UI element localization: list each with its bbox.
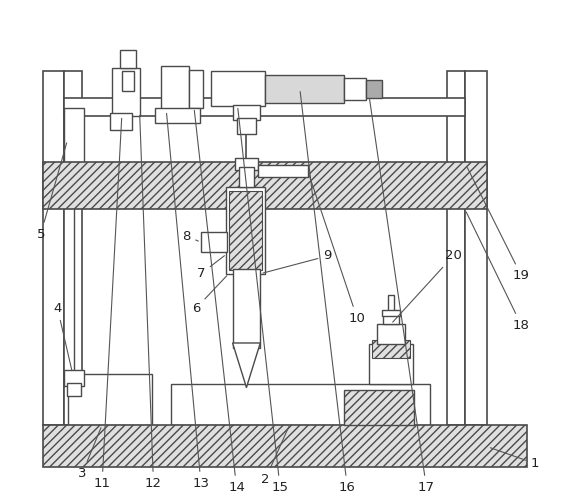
Bar (65, 98, 465, 115)
Text: 5: 5 (37, 143, 67, 241)
Bar (189, 70, 203, 108)
Bar (344, 391, 413, 425)
Bar (232, 105, 260, 120)
Text: 8: 8 (182, 230, 198, 243)
Bar (211, 71, 265, 106)
Text: 15: 15 (238, 108, 288, 494)
Bar (465, 71, 486, 425)
Bar (171, 384, 431, 425)
Bar (372, 340, 409, 358)
Bar (377, 324, 405, 344)
Bar (228, 191, 262, 270)
Bar (69, 373, 152, 425)
Text: 19: 19 (467, 167, 530, 282)
Text: 14: 14 (194, 110, 245, 494)
Text: 11: 11 (94, 118, 122, 490)
Bar (235, 158, 258, 170)
Text: 18: 18 (466, 212, 530, 332)
Bar (65, 71, 82, 425)
Bar (110, 112, 132, 131)
Bar (232, 269, 260, 348)
Bar (162, 66, 189, 110)
Bar (155, 108, 200, 123)
Text: 9: 9 (263, 249, 332, 273)
Bar (226, 186, 265, 274)
Text: 2: 2 (261, 426, 289, 486)
Bar (43, 71, 65, 425)
Text: 12: 12 (140, 115, 162, 490)
Bar (201, 232, 227, 252)
Bar (265, 75, 344, 103)
Text: 6: 6 (192, 276, 227, 315)
Bar (369, 344, 413, 384)
Text: 20: 20 (393, 249, 461, 322)
Bar (239, 167, 254, 186)
Text: 10: 10 (309, 173, 365, 325)
Bar (43, 162, 486, 210)
Text: 16: 16 (300, 92, 356, 494)
Bar (236, 118, 256, 134)
Bar (43, 425, 527, 467)
Bar (258, 165, 308, 177)
Bar (122, 71, 134, 91)
Bar (366, 80, 382, 98)
Bar (383, 314, 399, 324)
Text: 17: 17 (369, 98, 435, 494)
Bar (344, 78, 366, 100)
Bar (65, 370, 85, 386)
Bar (112, 68, 140, 115)
Bar (382, 310, 400, 317)
Bar (65, 108, 85, 175)
Bar (447, 71, 465, 425)
Polygon shape (232, 343, 260, 388)
Text: 4: 4 (53, 302, 72, 370)
Bar (120, 50, 136, 68)
Bar (67, 383, 81, 396)
Bar (388, 294, 394, 314)
Text: 13: 13 (167, 113, 210, 490)
Text: 1: 1 (490, 448, 540, 470)
Text: 7: 7 (196, 256, 224, 280)
Text: 3: 3 (78, 427, 101, 480)
